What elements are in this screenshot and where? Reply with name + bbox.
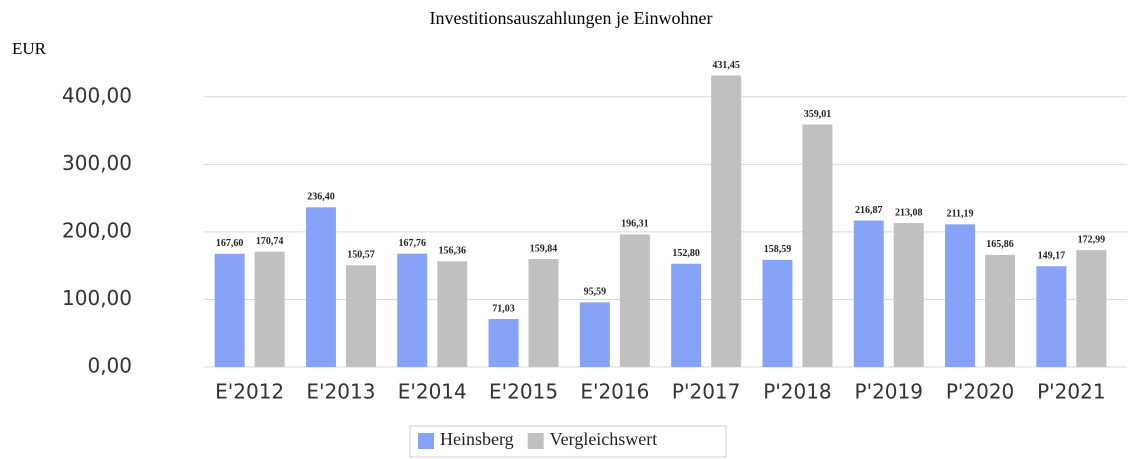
bar [711,75,742,367]
value-label: 152,80 [672,248,700,259]
value-label: 165,86 [986,239,1014,250]
legend-label: Heinsberg [440,429,514,449]
bar [985,254,1016,367]
bar [802,124,833,367]
value-label: 158,59 [764,244,792,255]
x-tick-label: E'2016 [580,380,649,404]
y-tick-label: 100,00 [62,286,132,310]
bar [437,261,468,367]
x-tick-label: E'2013 [306,380,375,404]
value-label: 170,74 [256,236,284,247]
value-label: 159,84 [530,243,558,254]
legend-swatch [418,433,434,449]
x-tick-label: P'2019 [855,380,923,404]
legend-box [409,425,727,458]
bar [488,319,519,367]
value-label: 172,99 [1078,234,1106,245]
bar [853,220,884,367]
x-tick-label: P'2018 [763,380,831,404]
value-label: 213,08 [895,207,923,218]
x-tick-label: P'2020 [946,380,1014,404]
bar [397,253,428,367]
value-label: 431,45 [712,60,740,71]
value-label: 196,31 [621,219,649,230]
bar [214,253,245,367]
value-label: 211,19 [947,209,974,220]
bar [671,263,702,367]
bar [762,259,793,367]
bar [579,302,610,367]
legend-label: Vergleichswert [550,429,658,449]
value-label: 156,36 [439,246,467,257]
value-label: 95,59 [584,287,607,298]
value-label: 216,87 [855,205,883,216]
y-tick-label: 300,00 [62,151,132,175]
value-label: 167,76 [399,238,427,249]
value-label: 359,01 [804,109,832,120]
legend-swatch [527,433,544,449]
x-tick-label: E'2012 [215,380,284,404]
x-tick-label: E'2015 [489,380,558,404]
value-label: 71,03 [492,303,515,314]
value-label: 167,60 [216,238,244,249]
bar [619,234,650,367]
y-tick-label: 200,00 [62,218,132,242]
x-tick-label: P'2017 [672,380,740,404]
y-axis-label: EUR [12,39,47,58]
x-tick-label: P'2021 [1037,380,1105,404]
bar [345,265,376,367]
bar [528,259,559,367]
bar [945,224,976,367]
bar [305,207,336,367]
x-tick-label: E'2014 [398,380,467,404]
chart-title: Investitionsauszahlungen je Einwohner [430,8,713,28]
bar [1036,266,1067,367]
y-tick-label: 0,00 [87,354,132,378]
y-tick-label: 400,00 [62,83,132,107]
value-label: 236,40 [307,192,335,203]
bar [893,223,924,367]
bar [254,251,285,367]
bar [1076,250,1107,367]
value-label: 149,17 [1038,251,1066,262]
value-label: 150,57 [347,250,375,261]
